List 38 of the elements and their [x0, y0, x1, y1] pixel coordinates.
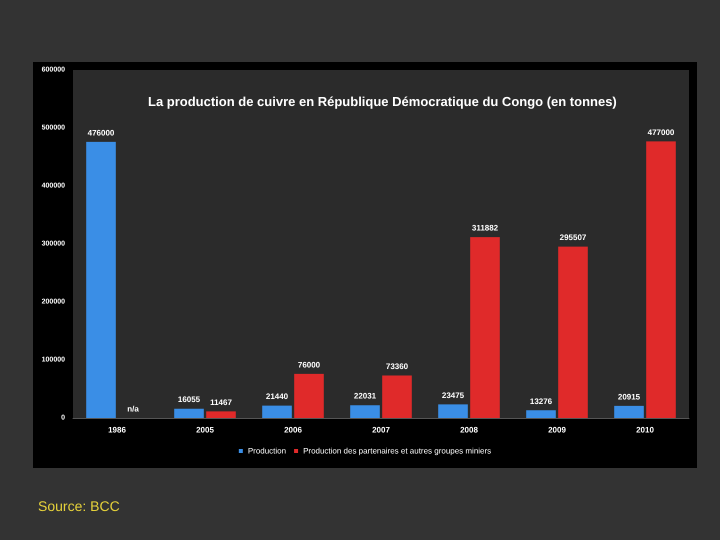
data-label: 22031 [354, 392, 377, 401]
data-label: 477000 [648, 128, 675, 137]
legend-label: Production [248, 446, 286, 456]
data-label: 295507 [560, 233, 587, 242]
data-label: 13276 [530, 396, 553, 406]
data-label: 476000 [88, 128, 115, 138]
bar [646, 141, 676, 418]
x-tick-label: 2010 [636, 426, 654, 434]
x-tick-label: 2006 [284, 426, 302, 434]
bar [350, 405, 380, 418]
bar [470, 237, 500, 418]
source-note: Source: BCC [38, 498, 120, 514]
x-tick-label: 2005 [196, 426, 214, 434]
bar [558, 246, 588, 418]
bar [526, 410, 556, 418]
bar [174, 408, 204, 418]
x-tick-label: 2008 [460, 426, 478, 434]
bar [262, 406, 292, 418]
data-label: 11467 [210, 398, 232, 407]
data-label: 21440 [266, 392, 289, 402]
text: n/a [127, 404, 139, 414]
bar [614, 406, 644, 418]
bar [206, 411, 236, 418]
x-tick-label: 2007 [372, 426, 390, 434]
bar [438, 404, 468, 418]
bar [86, 142, 116, 418]
bar [294, 374, 324, 418]
data-label: 73360 [386, 362, 409, 371]
x-tick-label: 1986 [108, 426, 126, 434]
data-label: 311882 [472, 224, 499, 233]
data-label: 23475 [442, 390, 465, 400]
legend-label: Production des partenaires et autres groupes miniers [303, 446, 492, 456]
data-label: 20915 [618, 392, 641, 402]
bar [382, 375, 412, 418]
text: La production de cuivre en République Démocratique du Congo (en tonnes) [148, 94, 617, 109]
x-tick-label: 2009 [548, 426, 566, 434]
data-label: 76000 [298, 360, 321, 370]
data-label: 16055 [178, 395, 201, 404]
